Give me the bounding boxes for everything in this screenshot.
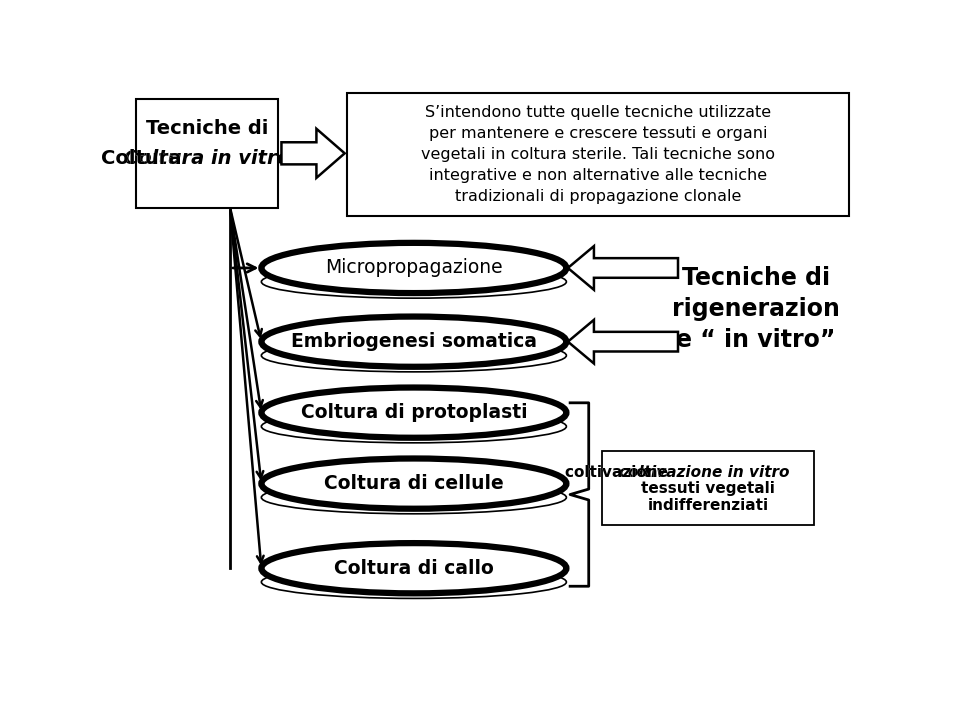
FancyBboxPatch shape: [347, 94, 849, 216]
Polygon shape: [568, 246, 678, 290]
Text: coltivazione: coltivazione: [564, 465, 673, 480]
Text: tessuti vegetali: tessuti vegetali: [641, 481, 775, 496]
Text: Tecniche di: Tecniche di: [146, 119, 268, 138]
Ellipse shape: [261, 459, 566, 509]
Ellipse shape: [261, 410, 566, 443]
Text: Coltura in vitro: Coltura in vitro: [124, 150, 290, 168]
Polygon shape: [568, 320, 678, 364]
Text: Coltura di callo: Coltura di callo: [334, 559, 493, 578]
Text: Embriogenesi somatica: Embriogenesi somatica: [291, 333, 537, 351]
Text: coltivazione in vitro: coltivazione in vitro: [619, 465, 790, 480]
Text: Coltura di cellule: Coltura di cellule: [324, 474, 504, 493]
Text: Coltura: Coltura: [101, 150, 188, 168]
Text: Tecniche di
rigenerazion
e “ in vitro”: Tecniche di rigenerazion e “ in vitro”: [672, 267, 840, 352]
Ellipse shape: [261, 388, 566, 437]
Ellipse shape: [261, 339, 566, 372]
Text: S’intendono tutte quelle tecniche utilizzate
per mantenere e crescere tessuti e : S’intendono tutte quelle tecniche utiliz…: [421, 105, 775, 204]
Polygon shape: [281, 129, 345, 178]
Text: Micropropagazione: Micropropagazione: [325, 259, 503, 277]
Text: indifferenziati: indifferenziati: [648, 498, 769, 513]
FancyBboxPatch shape: [136, 99, 277, 208]
Text: Coltura: Coltura: [101, 150, 188, 168]
Ellipse shape: [261, 316, 566, 367]
Ellipse shape: [261, 543, 566, 593]
Text: Coltura di protoplasti: Coltura di protoplasti: [300, 403, 527, 422]
FancyBboxPatch shape: [602, 451, 814, 525]
Ellipse shape: [261, 566, 566, 598]
Text: coltivazione: coltivazione: [564, 465, 673, 480]
Ellipse shape: [261, 265, 566, 298]
Ellipse shape: [261, 243, 566, 293]
Ellipse shape: [261, 481, 566, 514]
